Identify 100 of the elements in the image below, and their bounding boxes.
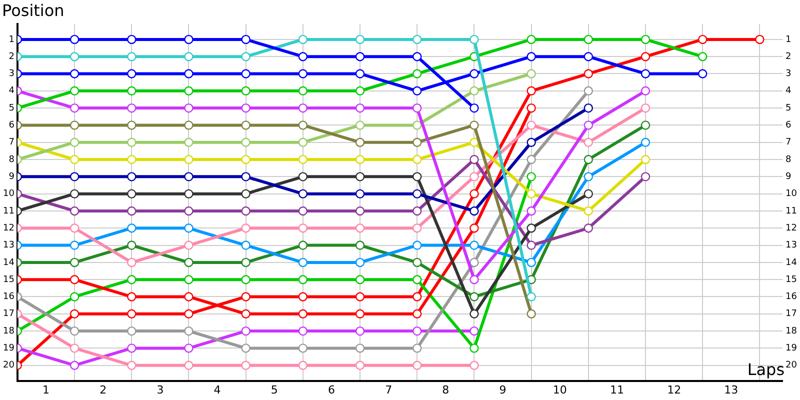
point	[127, 138, 136, 147]
point	[355, 120, 365, 130]
point	[241, 120, 250, 130]
point	[127, 360, 136, 370]
point	[470, 69, 479, 78]
point	[584, 172, 594, 182]
point	[298, 172, 308, 182]
point	[241, 154, 250, 164]
point	[298, 103, 308, 113]
point	[184, 224, 194, 233]
point	[298, 189, 308, 198]
point	[412, 52, 422, 62]
point	[70, 189, 80, 198]
point	[412, 120, 422, 130]
point	[127, 240, 136, 250]
point	[470, 86, 479, 96]
point	[470, 120, 479, 130]
point	[584, 69, 594, 78]
point	[355, 34, 365, 44]
y-tick-label: 20	[3, 360, 15, 371]
point	[526, 86, 536, 96]
point	[412, 69, 422, 78]
y2-tick-label: 9	[786, 172, 792, 182]
point	[184, 34, 194, 44]
x-tick-label: 9	[499, 383, 506, 396]
y-tick-label: 19	[3, 344, 15, 354]
point	[584, 224, 594, 233]
point	[298, 86, 308, 96]
point	[70, 154, 80, 164]
point	[241, 240, 250, 250]
point	[412, 103, 422, 113]
point	[127, 86, 136, 96]
x-tick-label: 12	[667, 383, 682, 396]
y-tick-label: 17	[3, 309, 14, 320]
point	[298, 326, 308, 336]
point	[127, 154, 136, 164]
point	[241, 206, 250, 216]
point	[298, 292, 308, 302]
y2-tick-label: 13	[786, 240, 797, 251]
point	[70, 274, 80, 284]
point	[355, 172, 365, 182]
point	[526, 138, 536, 147]
point	[184, 52, 194, 62]
point	[355, 103, 365, 113]
point	[298, 274, 308, 284]
x-tick-label: 11	[610, 383, 624, 396]
point	[241, 344, 250, 353]
point	[355, 292, 365, 302]
point	[526, 189, 536, 198]
point	[470, 309, 479, 318]
point	[298, 224, 308, 233]
y-tick-label: 2	[8, 52, 14, 62]
x-tick-label: 6	[328, 383, 335, 396]
point	[127, 69, 136, 78]
point	[298, 34, 308, 44]
y2-tick-label: 18	[786, 326, 798, 336]
point	[412, 206, 422, 216]
point	[127, 344, 136, 353]
y-tick-label: 10	[3, 189, 15, 200]
y-tick-label: 12	[3, 223, 14, 234]
point	[355, 52, 365, 62]
y2-tick-label: 14	[786, 258, 798, 268]
point	[355, 138, 365, 147]
point	[70, 240, 80, 250]
point	[70, 206, 80, 216]
point	[241, 258, 250, 268]
point	[241, 189, 250, 198]
y2-tick-label: 11	[786, 206, 797, 216]
point	[241, 309, 250, 318]
y2-tick-label: 5	[786, 103, 792, 114]
point	[298, 360, 308, 370]
point	[355, 69, 365, 78]
point	[241, 292, 250, 302]
point	[70, 138, 80, 147]
point	[584, 52, 594, 62]
point	[184, 309, 194, 318]
point	[70, 172, 80, 182]
point	[184, 103, 194, 113]
point	[470, 274, 479, 284]
point	[526, 240, 536, 250]
point	[70, 69, 80, 78]
y2-tick-label: 7	[786, 138, 792, 148]
point	[526, 103, 536, 113]
point	[412, 344, 422, 353]
point	[298, 154, 308, 164]
point	[412, 224, 422, 233]
point	[470, 138, 479, 147]
point	[241, 52, 250, 62]
point	[127, 206, 136, 216]
point	[298, 69, 308, 78]
point	[412, 138, 422, 147]
point	[70, 86, 80, 96]
point	[241, 34, 250, 44]
point	[412, 326, 422, 336]
point	[584, 206, 594, 216]
point	[184, 154, 194, 164]
point	[412, 189, 422, 198]
point	[584, 34, 594, 44]
x-tick-label: 4	[214, 383, 221, 396]
point	[241, 274, 250, 284]
